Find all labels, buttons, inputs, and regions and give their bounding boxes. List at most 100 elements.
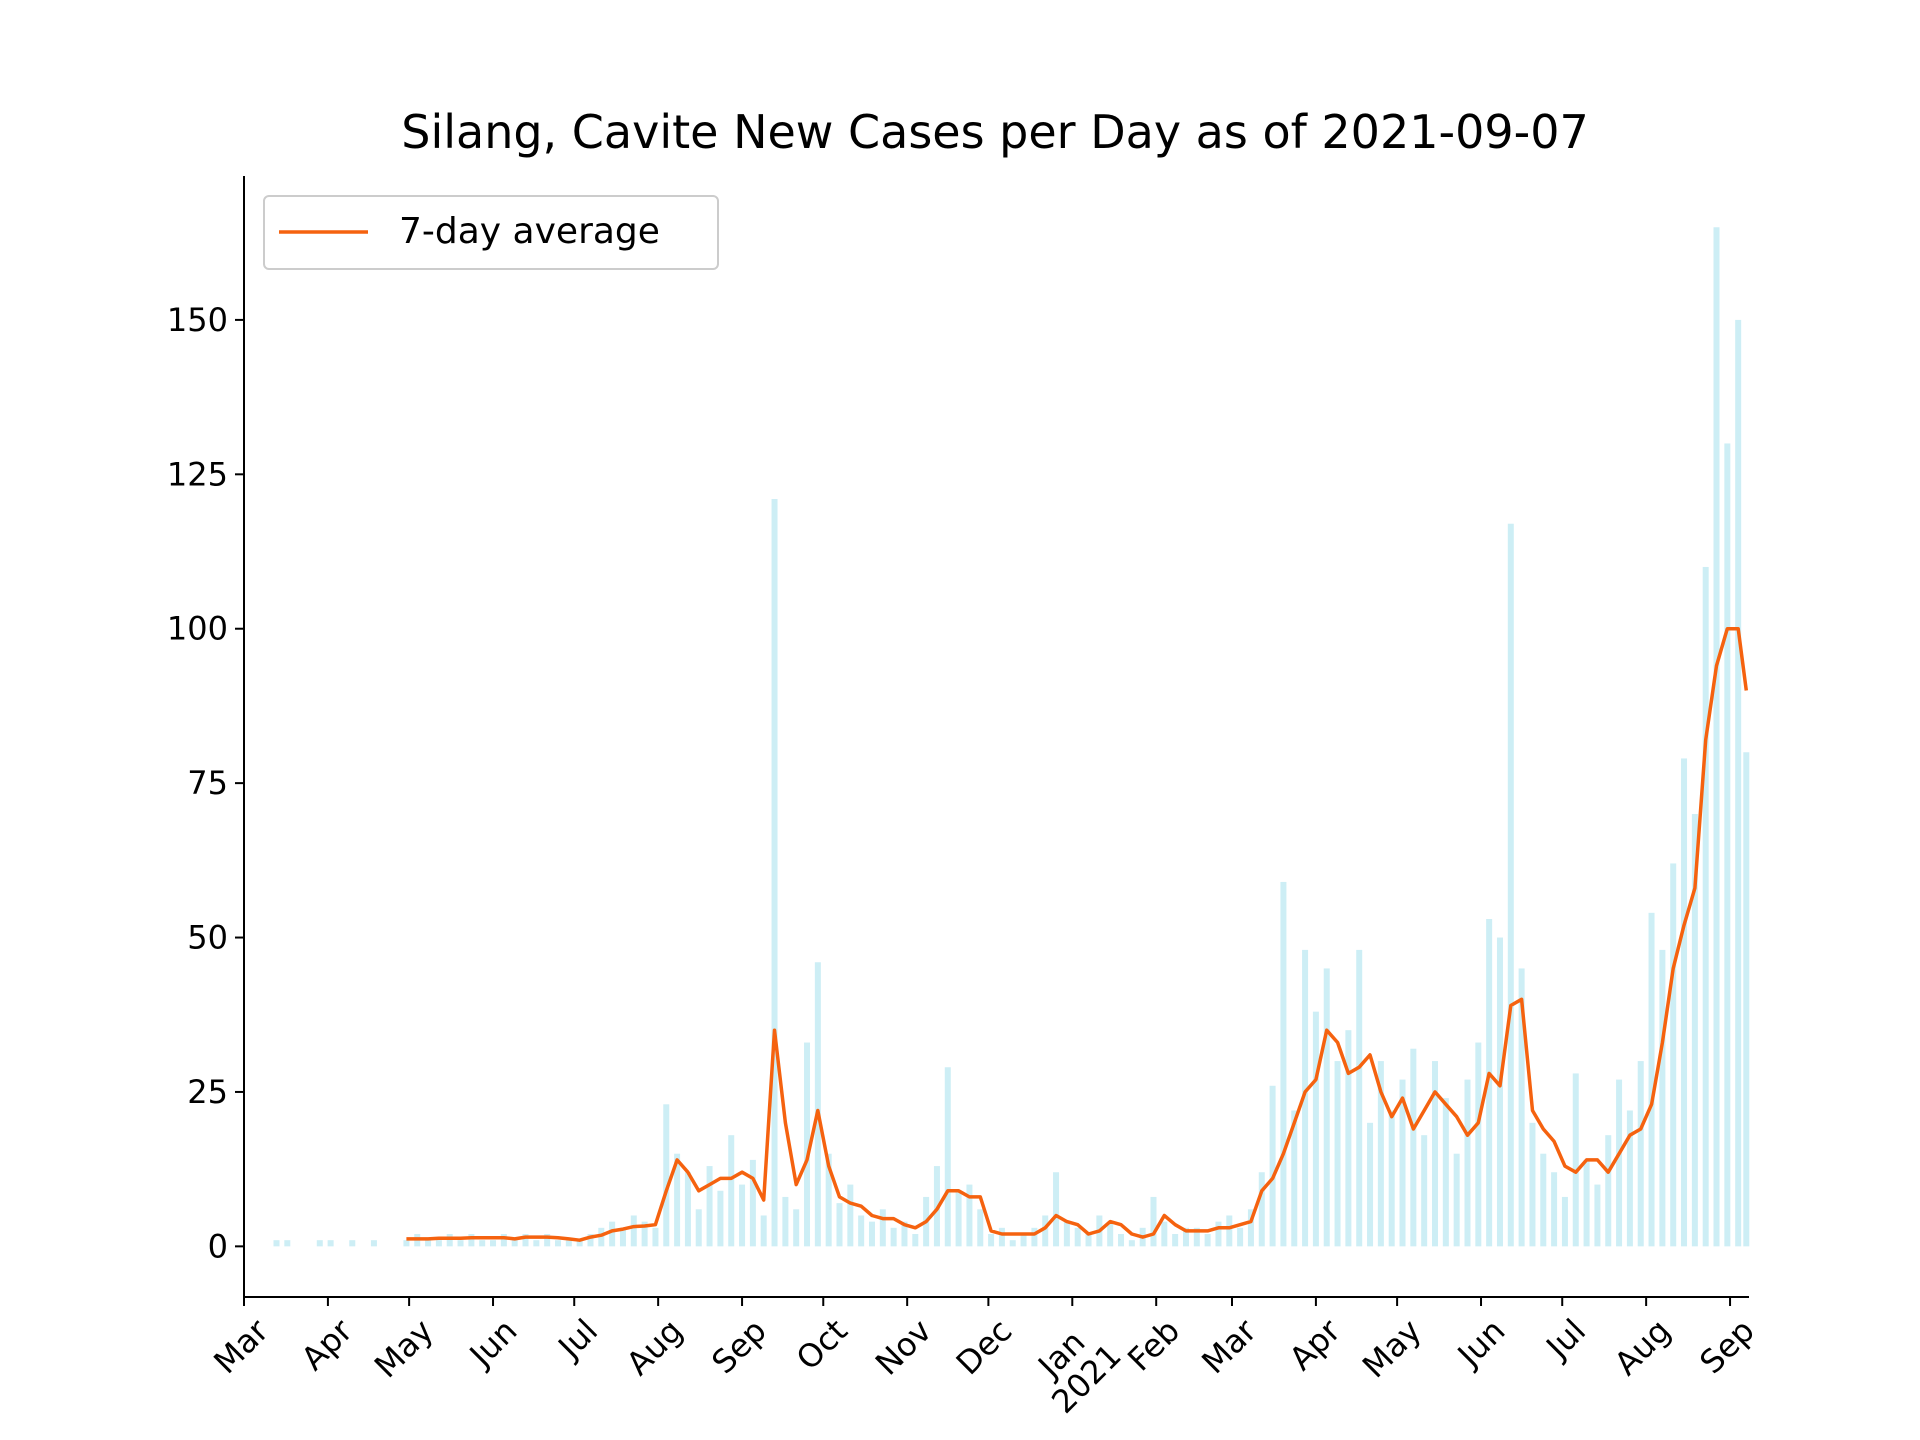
bar bbox=[1302, 949, 1309, 1247]
bar bbox=[511, 1240, 518, 1247]
y-tick-label: 25 bbox=[187, 1073, 228, 1111]
bar bbox=[327, 1240, 334, 1247]
bar bbox=[1735, 319, 1742, 1247]
bar bbox=[1269, 1085, 1276, 1247]
bar bbox=[760, 1215, 767, 1247]
bar bbox=[284, 1240, 291, 1247]
bar bbox=[1258, 1172, 1265, 1247]
bar bbox=[1496, 937, 1503, 1247]
bar bbox=[1561, 1196, 1568, 1247]
bar bbox=[1063, 1221, 1070, 1247]
bar bbox=[1529, 1122, 1536, 1247]
bar bbox=[663, 1104, 670, 1247]
chart-title: Silang, Cavite New Cases per Day as of 2… bbox=[401, 105, 1589, 159]
bar bbox=[619, 1227, 626, 1247]
bar bbox=[446, 1234, 453, 1247]
bar bbox=[1334, 1061, 1341, 1247]
legend: 7-day average bbox=[263, 195, 719, 270]
bar bbox=[1681, 758, 1688, 1247]
bar bbox=[1085, 1234, 1092, 1247]
bar bbox=[674, 1153, 681, 1247]
bar bbox=[1367, 1122, 1374, 1247]
y-tick-label: 0 bbox=[208, 1227, 228, 1265]
legend-box bbox=[263, 195, 719, 270]
bar bbox=[1053, 1172, 1060, 1247]
bar bbox=[706, 1166, 713, 1247]
bar bbox=[1042, 1215, 1049, 1247]
bar bbox=[717, 1190, 724, 1247]
bar bbox=[1377, 1061, 1384, 1247]
bar bbox=[1020, 1234, 1027, 1247]
bar bbox=[1345, 1030, 1352, 1247]
bar bbox=[652, 1227, 659, 1247]
bar bbox=[901, 1221, 908, 1247]
bar bbox=[630, 1215, 637, 1247]
y-tick-label: 100 bbox=[167, 610, 228, 648]
bar bbox=[544, 1234, 551, 1247]
bar bbox=[868, 1221, 875, 1247]
bar bbox=[609, 1221, 616, 1247]
bar bbox=[479, 1240, 486, 1247]
bar bbox=[1118, 1234, 1125, 1247]
bar bbox=[522, 1234, 529, 1247]
bar bbox=[576, 1240, 583, 1247]
bar bbox=[1551, 1172, 1558, 1247]
bar bbox=[1421, 1135, 1428, 1247]
y-tick-label: 75 bbox=[187, 764, 228, 802]
bar bbox=[1626, 1110, 1633, 1247]
bar bbox=[1128, 1240, 1135, 1247]
bar bbox=[1702, 566, 1709, 1247]
bar bbox=[912, 1234, 919, 1247]
bar bbox=[457, 1240, 464, 1247]
bar bbox=[468, 1234, 475, 1247]
bar bbox=[1648, 912, 1655, 1247]
bar bbox=[1659, 949, 1666, 1247]
bar bbox=[879, 1209, 886, 1247]
bar bbox=[695, 1209, 702, 1247]
bar bbox=[1107, 1221, 1114, 1247]
bar bbox=[1291, 1110, 1298, 1247]
bar bbox=[1594, 1184, 1601, 1247]
bar bbox=[1323, 968, 1330, 1247]
bar bbox=[1572, 1073, 1579, 1247]
bar bbox=[1031, 1227, 1038, 1247]
bar bbox=[847, 1184, 854, 1247]
bar bbox=[641, 1221, 648, 1247]
bar bbox=[490, 1240, 497, 1247]
bar bbox=[1486, 919, 1493, 1247]
bar bbox=[1074, 1227, 1081, 1247]
bar bbox=[998, 1227, 1005, 1247]
bar bbox=[565, 1240, 572, 1247]
bar bbox=[749, 1159, 756, 1247]
bar bbox=[1193, 1227, 1200, 1247]
bar bbox=[349, 1240, 356, 1247]
average-line bbox=[406, 626, 1749, 1242]
bar bbox=[1540, 1153, 1547, 1247]
bar bbox=[1724, 443, 1731, 1247]
bar bbox=[435, 1240, 442, 1247]
bar bbox=[1583, 1159, 1590, 1247]
bar bbox=[955, 1190, 962, 1247]
bar bbox=[771, 499, 778, 1247]
bar bbox=[1475, 1042, 1482, 1247]
bar bbox=[1410, 1048, 1417, 1247]
bar bbox=[403, 1240, 410, 1247]
bar bbox=[533, 1240, 540, 1247]
bar bbox=[1280, 881, 1287, 1247]
legend-label: 7-day average bbox=[399, 211, 660, 252]
bar bbox=[425, 1240, 432, 1247]
bar bbox=[1161, 1221, 1168, 1247]
bar bbox=[684, 1172, 691, 1247]
bar bbox=[858, 1215, 865, 1247]
y-tick-label: 50 bbox=[187, 919, 228, 957]
bar bbox=[890, 1227, 897, 1247]
bar bbox=[1670, 863, 1677, 1247]
bar bbox=[793, 1209, 800, 1247]
bar bbox=[1464, 1079, 1471, 1247]
bar bbox=[1691, 814, 1698, 1247]
bar bbox=[944, 1067, 951, 1247]
bar bbox=[1616, 1079, 1623, 1247]
bar bbox=[1356, 949, 1363, 1247]
bar bbox=[739, 1184, 746, 1247]
